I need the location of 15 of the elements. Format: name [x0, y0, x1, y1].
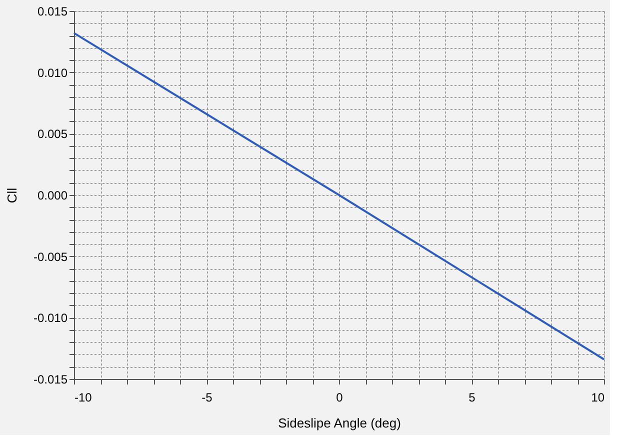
- x-tick-label: 0: [336, 390, 344, 404]
- x-axis-title: Sideslipe Angle (deg): [278, 416, 401, 430]
- y-tick-label: 0.000: [37, 188, 68, 202]
- x-tick-label: -10: [74, 390, 92, 404]
- y-tick-label: 0.015: [37, 4, 68, 18]
- y-tick-label: -0.010: [33, 311, 68, 326]
- y-tick-label: -0.015: [33, 372, 68, 386]
- x-tick-label: -5: [202, 390, 213, 404]
- y-tick-label: 0.005: [37, 127, 68, 142]
- y-axis-title: Cll: [4, 188, 20, 204]
- line-series: [73, 32, 605, 360]
- x-tick-label: 5: [468, 390, 476, 404]
- y-tick-label: 0.010: [37, 66, 68, 80]
- y-tick-label: -0.005: [33, 250, 68, 264]
- x-tick-label: 10: [591, 390, 605, 404]
